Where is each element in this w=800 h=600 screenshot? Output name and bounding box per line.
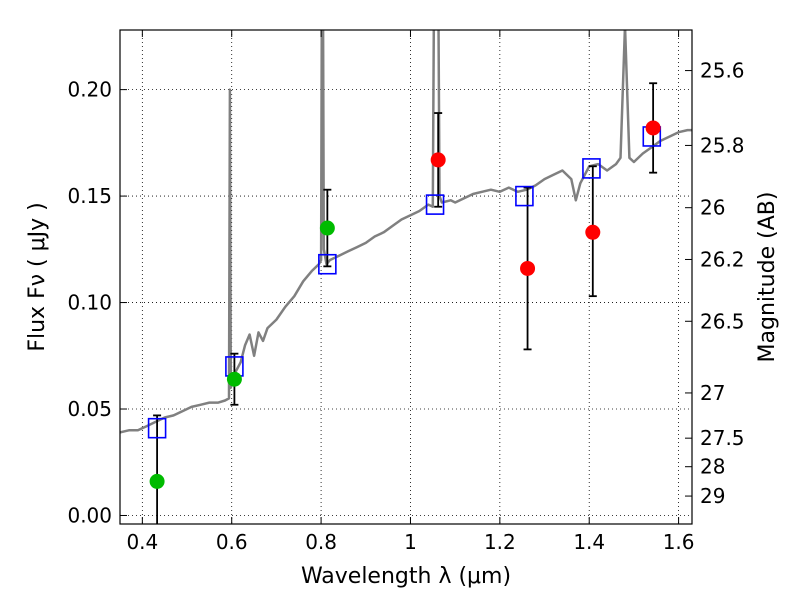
magnitude-tick-label: 28 bbox=[700, 455, 725, 479]
y-tick-label: 0.00 bbox=[67, 503, 112, 527]
red-observed-point bbox=[645, 120, 661, 136]
green-observed-point bbox=[319, 220, 335, 236]
y-axis-label: Flux Fν ( μJy ) bbox=[25, 202, 50, 351]
magnitude-tick-label: 27 bbox=[700, 381, 725, 405]
red-observed-point bbox=[585, 224, 601, 240]
magnitude-tick-label: 25.6 bbox=[700, 59, 745, 83]
x-tick-label: 0.4 bbox=[126, 530, 158, 554]
plot-background bbox=[120, 30, 692, 524]
x-tick-label: 1.4 bbox=[573, 530, 605, 554]
x-tick-label: 0.6 bbox=[216, 530, 248, 554]
magnitude-tick-label: 25.8 bbox=[700, 133, 745, 157]
y-tick-label: 0.20 bbox=[67, 78, 112, 102]
x-tick-label: 1 bbox=[404, 530, 417, 554]
magnitude-tick-label: 26 bbox=[700, 196, 725, 220]
magnitude-tick-label: 26.2 bbox=[700, 247, 745, 271]
y-tick-label: 0.05 bbox=[67, 397, 112, 421]
red-observed-point bbox=[430, 152, 446, 168]
y-tick-label: 0.10 bbox=[67, 291, 112, 315]
model-flux-boxes bbox=[147, 126, 662, 439]
model-flux-box bbox=[582, 158, 601, 179]
x-tick-label: 0.8 bbox=[305, 530, 337, 554]
model-flux-box bbox=[425, 194, 445, 215]
model-flux-box bbox=[515, 185, 534, 207]
green-observed-point bbox=[149, 473, 165, 489]
magnitude-tick-label: 27.5 bbox=[700, 426, 745, 450]
x-tick-label: 1.2 bbox=[484, 530, 516, 554]
magnitude-axis-ticks: 25.6 25.8 26 26.2 26.5 27 27.5 28 29 bbox=[685, 59, 745, 508]
plot-frame bbox=[119, 29, 693, 525]
model-flux-box bbox=[318, 253, 337, 275]
observed-flux-points bbox=[149, 120, 661, 489]
magnitude-axis-label: Magnitude (AB) bbox=[755, 192, 780, 363]
x-axis-label: Wavelength λ (μm) bbox=[301, 564, 511, 589]
x-axis-ticks: 0.4 0.6 0.8 1 1.2 1.4 1.6 bbox=[126, 30, 695, 554]
gridlines bbox=[120, 30, 692, 524]
red-observed-point bbox=[520, 260, 536, 276]
y-tick-label: 0.15 bbox=[67, 184, 112, 208]
magnitude-tick-label: 29 bbox=[700, 484, 725, 508]
x-tick-label: 1.6 bbox=[663, 530, 695, 554]
model-flux-box bbox=[147, 417, 167, 439]
green-observed-point bbox=[226, 371, 242, 387]
magnitude-tick-label: 26.5 bbox=[700, 309, 745, 333]
y-axis-ticks: 0.00 0.05 0.10 0.15 0.20 bbox=[67, 78, 127, 527]
